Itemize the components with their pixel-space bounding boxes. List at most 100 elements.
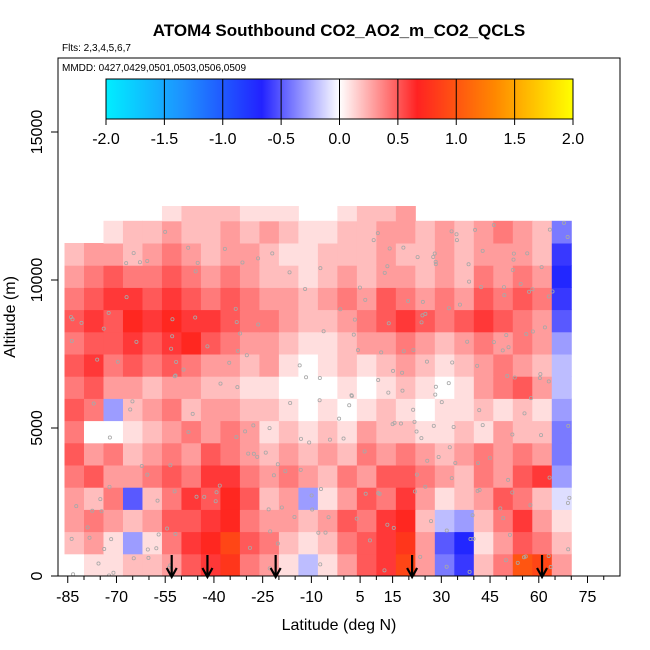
heatmap-cell [220,331,241,355]
sample-point [546,294,551,299]
heatmap-cell [220,265,241,288]
sample-point [475,488,480,493]
heatmap-cell [220,442,241,466]
sample-point [457,302,462,307]
sample-point [213,499,218,504]
heatmap-cell [200,509,221,533]
colorbar-ticks: -2.0 -1.5 -1.0 -0.5 0.0 0.5 1.0 1.5 2.0 [92,79,584,148]
sample-point [528,503,533,508]
heatmap-cell [103,398,124,422]
heatmap-cell [259,287,280,311]
heatmap-cell [181,220,202,244]
y-tick-label: 0 [29,571,46,580]
sample-point [527,289,532,294]
sample-point [411,348,416,353]
heatmap-cell [259,265,280,288]
heatmap-cell [532,243,553,266]
heatmap-cell [259,553,280,576]
sample-point [433,259,438,264]
sample-point [503,558,508,563]
heatmap-cell [454,309,475,333]
heatmap-cell [64,354,85,377]
sample-point [431,423,436,428]
sample-point [418,554,423,559]
heatmap-cell [317,354,338,377]
heatmap-cell [434,398,455,422]
heatmap-cell [317,309,338,333]
heatmap-cell [376,309,397,333]
sample-point [565,235,570,240]
heatmap-cell [415,309,436,333]
heatmap-cell [103,220,124,244]
heatmap-cell [142,331,163,355]
sample-point [227,360,232,365]
heatmap-cell [239,206,260,222]
heatmap-cell [239,376,260,399]
sample-point [170,317,175,322]
heatmap-cell [83,487,104,510]
heatmap-cell [298,243,319,266]
sample-point [385,264,390,269]
heatmap-cell [376,220,397,244]
sample-point [134,339,139,344]
sample-point [419,436,424,441]
heatmap-cell [551,243,572,266]
heatmap-cell [415,487,436,510]
heatmap-cell [103,376,124,399]
heatmap-cell [395,376,416,399]
heatmap-cell [83,376,104,399]
heatmap-cell [122,220,143,244]
heatmap-cell [415,420,436,444]
heatmap-cell [395,465,416,488]
heatmap-cell [356,354,377,377]
heatmap-cell [259,442,280,466]
heatmap-cell [395,287,416,311]
sample-point [475,363,480,368]
sample-point [154,546,159,551]
heatmap-cell [259,398,280,422]
sample-point [173,531,178,536]
sample-point [341,436,346,441]
sample-point [247,545,252,550]
sample-point [371,238,376,243]
heatmap-cell [122,354,143,377]
sample-point [507,532,512,537]
heatmap-cell [142,509,163,533]
heatmap-cell [64,376,85,399]
x-axis-label: Latitude (deg N) [282,617,397,634]
heatmap-cell [103,243,124,266]
heatmap-cell [83,309,104,333]
heatmap-cell [83,265,104,288]
heatmap-cell [356,265,377,288]
sample-point [69,338,74,343]
heatmap-cell [337,420,358,444]
heatmap-cell [278,376,299,399]
sample-point [303,286,308,291]
heatmap-cell [434,309,455,333]
heatmap-cell [512,376,533,399]
sample-point [401,245,406,250]
heatmap-cell [259,354,280,377]
heatmap-cell [122,376,143,399]
heatmap-cell [161,354,182,377]
heatmap-cell [200,398,221,422]
heatmap-cell [278,442,299,466]
heatmap-cell [454,287,475,311]
heatmap-cell [142,442,163,466]
heatmap-cell [317,398,338,422]
sample-point [412,489,417,494]
sample-point [450,360,455,365]
heatmap-cell [395,553,416,576]
sample-point [323,530,328,535]
heatmap-cell [395,442,416,466]
heatmap-cell [337,509,358,533]
heatmap-cell [161,442,182,466]
heatmap-cell [181,354,202,377]
heatmap-cell [512,220,533,244]
heatmap-cell [239,287,260,311]
sample-point [382,270,387,275]
heatmap-cell [356,509,377,533]
heatmap-cell [142,354,163,377]
sample-point [501,285,506,290]
sample-point [522,411,527,416]
